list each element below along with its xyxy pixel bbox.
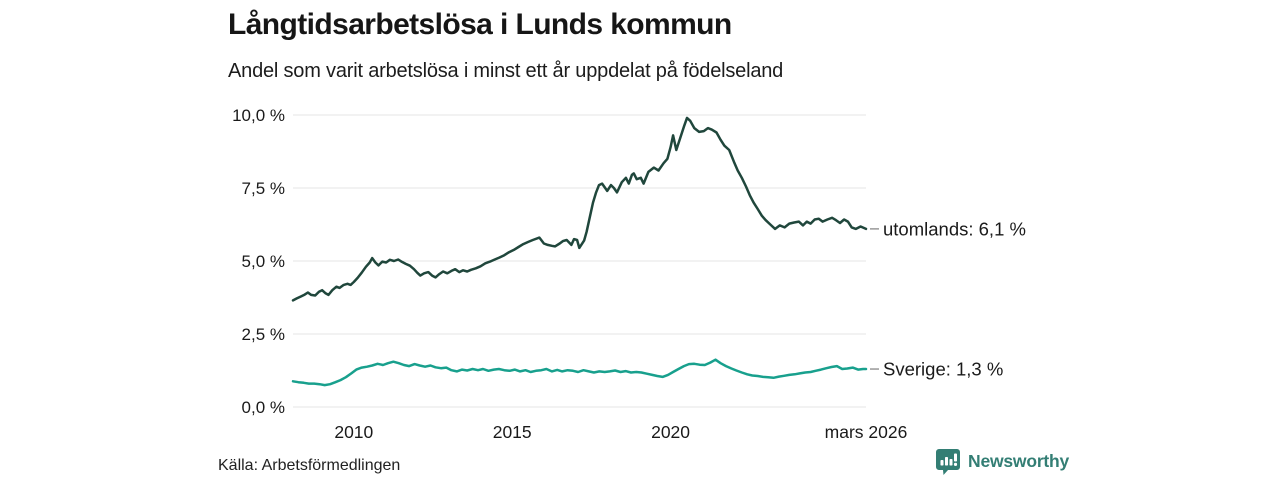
page-subtitle: Andel som varit arbetslösa i minst ett å… <box>228 60 784 82</box>
x-tick-label: 2020 <box>651 422 690 442</box>
y-tick-label: 5,0 % <box>242 252 285 271</box>
page-title: Långtidsarbetslösa i Lunds kommun <box>228 8 732 41</box>
source-note: Källa: Arbetsförmedlingen <box>218 457 401 474</box>
x-tick-label: 2010 <box>334 422 373 442</box>
y-tick-label: 10,0 % <box>232 106 285 125</box>
series-end-label-utomlands: utomlands: 6,1 % <box>883 218 1026 239</box>
y-tick-label: 7,5 % <box>242 179 285 198</box>
newsworthy-branding: Newsworthy <box>935 448 1069 475</box>
newsworthy-wordmark: Newsworthy <box>968 451 1070 471</box>
y-tick-label: 2,5 % <box>242 325 285 344</box>
x-tick-label: 2015 <box>493 422 532 442</box>
newsworthy-logo-icon <box>936 449 960 475</box>
series-end-label-Sverige: Sverige: 1,3 % <box>883 359 1003 380</box>
y-tick-label: 0,0 % <box>242 398 285 417</box>
series-line-Sverige <box>291 358 868 387</box>
series-line-utomlands <box>291 116 868 302</box>
x-tick-label: mars 2026 <box>825 422 908 442</box>
